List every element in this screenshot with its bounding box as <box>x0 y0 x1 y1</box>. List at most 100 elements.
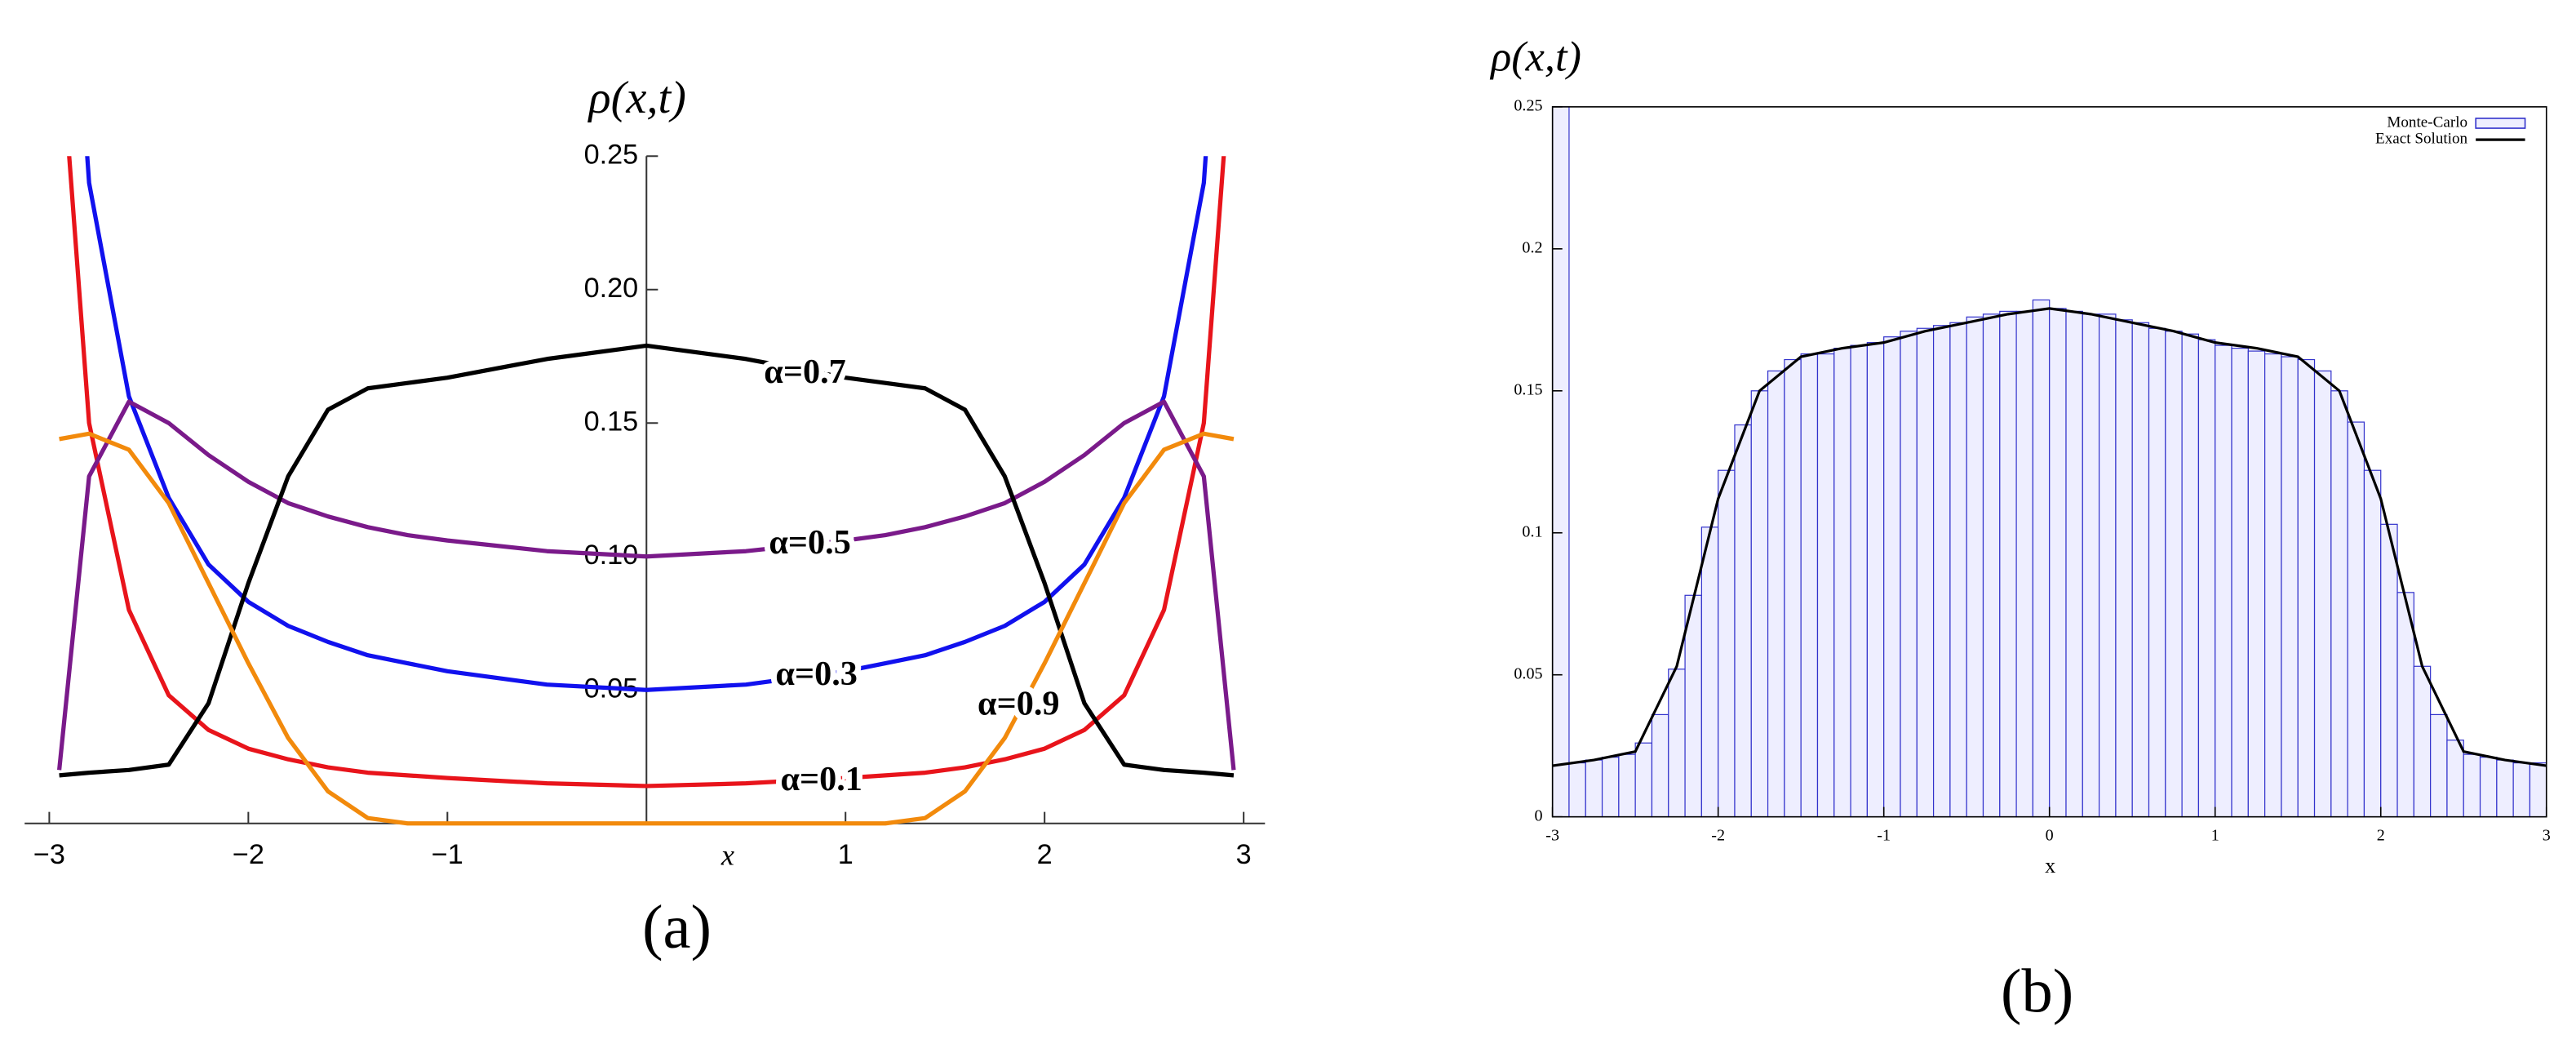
histogram-bar <box>2512 762 2531 818</box>
histogram-bar <box>2446 740 2464 818</box>
series-label: α=0.3 <box>775 655 858 693</box>
x-tick-label: 2 <box>2377 826 2385 844</box>
histogram-bar <box>2165 331 2183 818</box>
histogram-bar <box>2529 762 2547 818</box>
histogram-bar <box>2281 356 2299 818</box>
histogram-bar <box>2148 327 2166 818</box>
histogram-bar <box>1866 342 1885 818</box>
histogram-bar <box>1916 327 1935 818</box>
legend-swatch <box>2475 118 2526 129</box>
histogram-bar <box>1750 390 1769 818</box>
histogram-bar <box>2380 523 2398 818</box>
histogram-bar <box>2330 390 2348 818</box>
x-tick-label: −1 <box>432 839 463 870</box>
histogram-bar <box>1568 762 1586 818</box>
y-tick-label: 0.05 <box>1514 664 1542 682</box>
histogram-bar <box>1601 756 1620 818</box>
histogram-bar <box>1668 669 1686 818</box>
histogram-bar <box>2430 713 2448 818</box>
histogram-bar <box>2347 421 2365 818</box>
y-tick-label: 0.2 <box>1522 238 1542 256</box>
histogram-bar <box>2264 353 2282 818</box>
series-label: α=0.7 <box>764 353 846 391</box>
x-tick-label: 3 <box>2543 826 2551 844</box>
histogram-bar <box>1816 353 1835 818</box>
histogram-bar <box>1900 331 1918 818</box>
y-axis-label: ρ(x,t) <box>587 73 686 123</box>
x-tick-label: 1 <box>2211 826 2219 844</box>
histogram-bar <box>1784 358 1802 818</box>
histogram-bar <box>1552 106 1570 818</box>
histogram-bar <box>1700 526 1719 818</box>
y-tick-label: 0.25 <box>1514 97 1542 115</box>
x-tick-label: −2 <box>233 839 264 870</box>
y-tick-label: 0.25 <box>584 139 639 170</box>
histogram-bar <box>2197 339 2216 818</box>
x-tick-label: -2 <box>1711 826 1725 844</box>
histogram-bar <box>2049 308 2067 818</box>
histogram-bar <box>1982 313 2001 818</box>
series-line <box>67 156 1226 789</box>
histogram-bar <box>2099 313 2117 818</box>
y-tick-label: 0 <box>1535 806 1543 824</box>
histogram-bar <box>1833 348 1851 818</box>
legend-label: Monte-Carlo <box>2387 113 2467 131</box>
histogram-bar <box>1767 370 1785 818</box>
histogram-bar <box>2479 756 2498 818</box>
plot-area <box>56 156 1236 826</box>
histogram-bar <box>2015 310 2034 818</box>
x-tick-label: 2 <box>1037 839 1053 870</box>
histogram-bar <box>2413 665 2432 818</box>
y-tick-label: 0.15 <box>584 406 639 437</box>
histogram-bar <box>1634 742 1653 818</box>
histogram-bar <box>2032 299 2051 818</box>
x-axis-label: x <box>720 838 734 871</box>
histogram-bar <box>1883 336 1901 818</box>
histogram-bar <box>2065 310 2083 818</box>
series-label: α=0.9 <box>978 684 1060 722</box>
histogram-bar <box>2181 333 2200 818</box>
series-label: α=0.1 <box>780 760 862 798</box>
histogram-bar <box>2082 313 2100 818</box>
x-tick-label: −3 <box>33 839 65 870</box>
histogram-bar <box>2496 759 2514 818</box>
x-tick-label: 0 <box>2046 826 2054 844</box>
series-label: α=0.5 <box>769 523 851 562</box>
y-tick-label: 0.15 <box>1514 380 1542 398</box>
series-line <box>56 399 1236 771</box>
histogram-bar <box>2297 358 2316 818</box>
x-tick-label: -3 <box>1545 826 1559 844</box>
histogram-bar <box>2313 370 2332 818</box>
histogram-bar <box>2131 322 2150 818</box>
histogram-bar <box>1618 753 1636 818</box>
histogram-bar <box>1999 310 2017 818</box>
histogram-bar <box>1966 316 1984 818</box>
caption: (a) <box>642 892 712 962</box>
histogram-bar <box>1651 713 1669 818</box>
histogram-bar <box>2463 753 2481 818</box>
x-tick-label: 3 <box>1236 839 1252 870</box>
histogram-bar <box>1850 344 1868 818</box>
histogram-bar <box>1932 325 1951 818</box>
histogram-bar <box>1734 424 1752 818</box>
y-tick-label: 0.1 <box>1522 522 1542 540</box>
histogram-bar <box>2215 344 2232 818</box>
x-tick-label: 1 <box>838 839 853 870</box>
histogram-bar <box>1585 759 1603 818</box>
caption: (b) <box>2001 957 2073 1026</box>
series-line <box>59 343 1235 778</box>
x-axis-label: x <box>2045 854 2055 878</box>
histogram-bar <box>1949 322 1967 818</box>
y-axis-label: ρ(x,t) <box>1489 33 1581 81</box>
panel-a: −3 −2 −1 1 2 30.050.100.150.200.25α=0.1α=0.3α… <box>24 139 1266 870</box>
histogram-bar <box>1718 469 1736 818</box>
panel-b: -3 -2 -1 0 1 2 3 0 0.05 0.1 0.15 0.2 0.25 Monte-Carlo… <box>1514 97 2550 845</box>
y-tick-label: 0.20 <box>584 273 639 304</box>
histogram-bar <box>1800 353 1819 818</box>
x-tick-label: -1 <box>1877 826 1891 844</box>
histogram-bar <box>2231 348 2249 818</box>
histogram-bar <box>2363 469 2382 818</box>
histogram-bar <box>2115 319 2133 818</box>
series-line <box>59 431 1235 826</box>
